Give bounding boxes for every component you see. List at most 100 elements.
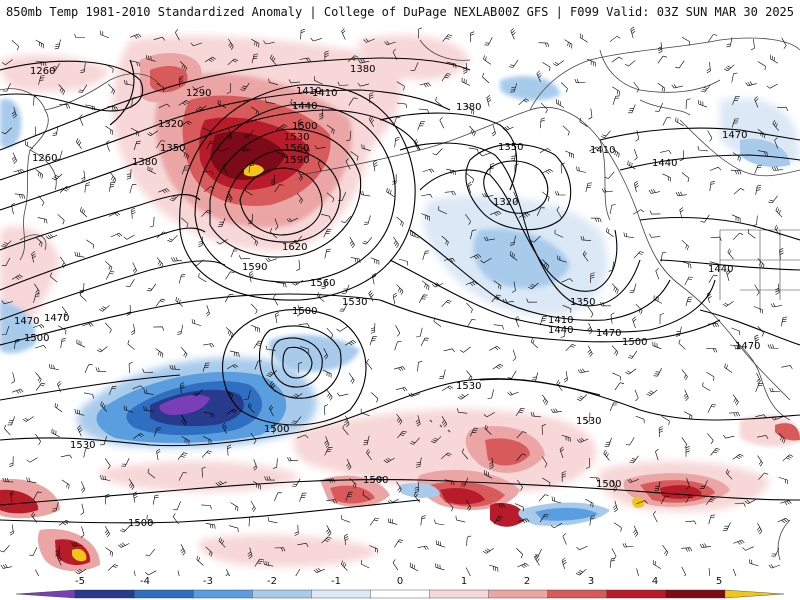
wind-barb [99,305,110,312]
weather-map[interactable]: 1260 1260 1290 1320 1350 1380 1410 1440 … [0,24,800,576]
contour-label: 1470 [722,130,747,141]
wind-barb [1,127,13,135]
wind-barb [732,394,739,406]
wind-barb [443,257,456,263]
wind-barb [510,83,518,93]
wind-barb [294,524,299,536]
wind-barb [341,284,350,294]
wind-barb [292,280,304,286]
wind-barb [482,547,494,554]
wind-barb [297,543,309,547]
wind-barb [489,564,499,572]
wind-barb [625,368,637,375]
wind-barb [579,33,588,43]
wind-barb [708,514,716,525]
colorbar-swatch [429,589,490,599]
wind-barb [510,235,516,246]
wind-barb [270,174,276,186]
wind-barb [35,569,40,576]
wind-barb [225,327,233,338]
wind-barb [435,540,445,548]
wind-barb [754,284,760,296]
wind-barb [780,316,788,327]
wind-barb [339,302,348,312]
wind-barb [363,38,375,43]
wind-barb [467,319,476,328]
wind-barb [772,120,779,131]
wind-barb [492,363,504,370]
colorbar-swatch [547,589,608,599]
wind-barb [606,227,614,238]
wind-barb [681,240,689,251]
wind-barb [358,58,370,64]
wind-barb [480,257,492,264]
wind-barb [127,340,135,350]
wind-barb [750,39,755,51]
wind-barb [0,564,12,569]
wind-barb [74,251,85,258]
wind-barb [417,360,423,372]
wind-barb [580,236,592,241]
wind-barb [287,456,299,462]
wind-barb [516,479,523,491]
wind-barb [415,457,422,468]
wind-barb [291,478,301,487]
cold-anomaly-alaska [500,75,560,101]
wind-barb [272,458,278,469]
cold-anomaly-west-edge [0,99,22,148]
wind-barb [349,237,355,249]
wind-barb [110,232,123,238]
wind-barb [410,62,419,71]
wind-barb [297,119,303,131]
wind-barb [357,82,370,87]
wind-barb [655,102,663,112]
wind-barb [274,184,284,193]
wind-barb [541,394,548,406]
wind-barb [729,412,741,417]
wind-barb [542,191,550,202]
wind-barb [396,413,403,425]
wind-barb [661,416,670,425]
wind-barb [431,282,444,288]
wind-barb [265,98,276,104]
contour-label: 1410 [548,315,573,326]
wind-barb [662,117,671,126]
wind-barb [346,458,352,471]
wind-barb [561,557,567,569]
wind-barb [679,150,684,161]
wind-barb [249,270,254,283]
wind-barb [658,426,664,438]
wind-barb [685,296,693,307]
wind-barb [244,186,253,196]
wind-barb [292,235,303,244]
wind-barb [392,48,398,61]
wind-barb [542,477,551,487]
contour-label: 1260 [32,153,57,164]
wind-barb [227,128,233,141]
wind-barb [341,515,351,523]
wind-barb [600,301,611,307]
wind-barb [630,26,636,38]
wind-barb [202,171,214,176]
wind-barb [254,360,263,370]
wind-barb [439,369,446,380]
wind-barb [482,193,494,198]
wind-barb [198,236,203,248]
wind-barb [731,118,739,128]
wind-barb [483,236,495,241]
colorbar-swatch [606,589,667,599]
wind-barb [191,318,202,326]
wind-barb [683,389,689,402]
wind-barb [171,257,183,262]
map-canvas: 1260 1260 1290 1320 1350 1380 1410 1440 … [0,26,800,576]
wind-barb [657,55,668,64]
wind-barb [324,248,331,259]
wind-barb [286,217,299,223]
wind-barb [250,235,258,247]
wind-barb [227,444,232,456]
wind-barb [468,147,479,154]
wind-barb [202,436,212,445]
wind-barb [229,350,240,357]
wind-barb [147,165,157,175]
wind-barb [611,480,617,492]
